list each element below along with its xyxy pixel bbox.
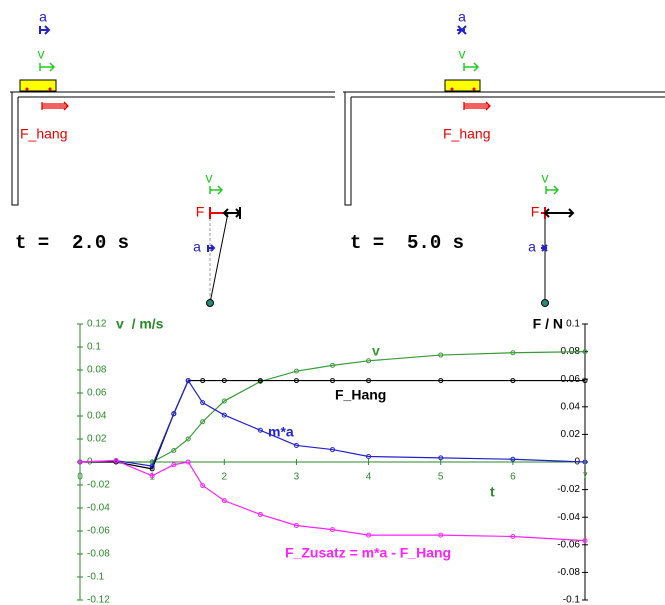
series-line [80,381,585,469]
accel-label: a [39,9,47,25]
x-tick-label: 2 [222,472,228,483]
y-tick-label: 0.08 [87,365,107,376]
scene-2: a v F_hang t = 5.0 s v F a [343,9,665,307]
pendulum-accel-arrow [541,245,547,251]
y-tick-label: 0.12 [87,319,107,330]
time-label: t = 2.0 s [15,232,129,254]
series-label: F_Hang [335,387,386,403]
velocity-arrow [464,63,478,71]
y2-tick-label: -0.06 [557,539,580,550]
force-label: F_hang [443,126,490,142]
pendulum-force-label: F [196,204,205,220]
y2-tick-label: 0.02 [561,429,581,440]
series-line [80,352,585,462]
velocity-arrow [40,63,54,71]
wheel [473,88,476,91]
wheel [451,88,454,91]
series-label: F_Zusatz = m*a - F_Hang [285,545,451,561]
y-tick-label: -0.02 [87,480,110,491]
y-tick-label: -0.12 [87,595,110,605]
velocity-label: v [38,46,45,62]
time-label: t = 5.0 s [350,232,464,254]
scene-1: a v F_hang t = 2.0 s v F a [10,9,335,307]
x-tick-label: 7 [582,472,588,483]
pendulum-tension-arrow [224,207,240,219]
y2-axis-title: F / N [533,316,563,332]
force-label: F_hang [20,126,67,142]
post [345,92,351,205]
y2-tick-label: -0.08 [557,567,580,578]
accel-arrow [40,26,49,34]
pendulum-velocity-label: v [206,170,213,186]
x-tick-label: 4 [366,472,372,483]
y2-tick-label: -0.02 [557,484,580,495]
y-tick-label: 0.1 [87,342,101,353]
y-tick-label: -0.04 [87,503,110,514]
pendulum-velocity-arrow [546,186,558,194]
x-tick-label: 6 [510,472,516,483]
pendulum-tension-arrow [545,209,573,217]
x-axis-title: t [490,484,495,500]
series-line [80,381,585,467]
x-tick-label: 5 [438,472,444,483]
pendulum-force-label: F [531,204,540,220]
series-label: m*a [268,424,294,440]
y2-tick-label: 0.04 [561,401,581,412]
force-arrow [464,102,490,110]
simulation: a v F_hang t = 2.0 s v F a a v F_hang t … [0,0,665,605]
pendulum-accel-arrow [208,245,214,252]
y2-tick-label: 0.06 [561,374,581,385]
y2-tick-label: -0.04 [557,512,580,523]
y-tick-label: -0.1 [87,572,105,583]
pendulum-accel-label: a [528,239,536,255]
wheel [49,88,52,91]
pendulum-string [210,213,228,303]
pendulum-accel-label: a [193,239,201,255]
pendulum-velocity-arrow [210,186,222,194]
pendulum-velocity-label: v [542,170,549,186]
y-tick-label: 0.04 [87,411,107,422]
y-tick-label: 0.06 [87,388,107,399]
accel-arrow [457,26,466,34]
post [12,92,18,205]
pendulum-bob [542,300,549,307]
y-tick-label: -0.06 [87,526,110,537]
y2-tick-label: 0.1 [566,319,580,330]
pendulum-force-arrow [210,207,224,219]
series-label: v [372,343,380,359]
velocity-label: v [459,46,466,62]
x-tick-label: 0 [77,472,83,483]
accel-label: a [458,9,466,25]
wheel [26,88,29,91]
y2-tick-label: -0.1 [563,595,581,605]
pendulum-bob [207,300,214,307]
y-tick-label: 0.02 [87,434,107,445]
y-tick-label: -0.08 [87,549,110,560]
chart: 0.120.10.080.060.040.020-0.02-0.04-0.06-… [77,316,588,605]
force-arrow [42,102,68,110]
y-axis-title: v / m/s [116,316,164,332]
x-tick-label: 3 [294,472,300,483]
